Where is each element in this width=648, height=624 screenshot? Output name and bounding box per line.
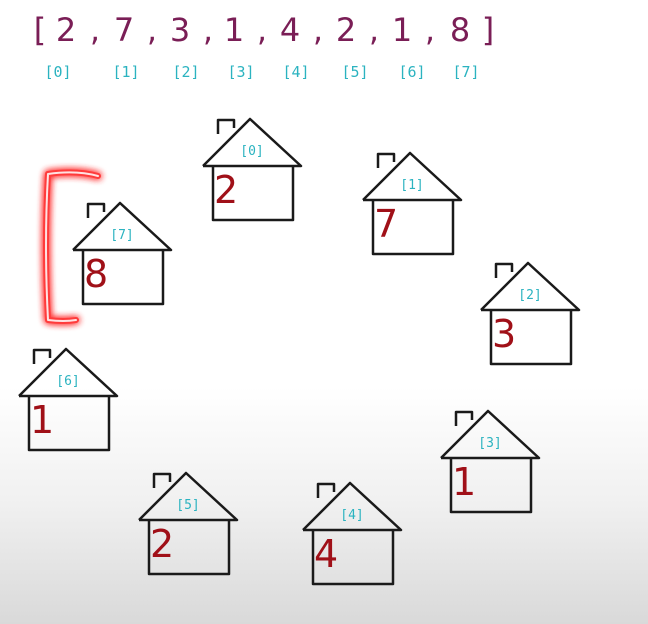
- house-1-index: [1]: [400, 178, 424, 193]
- array-value-7: 8: [449, 11, 471, 49]
- array-index-4: [4]: [282, 63, 310, 81]
- house-2-drawing: [480, 261, 581, 366]
- house-2-index: [2]: [518, 288, 542, 303]
- array-comma-5: ,: [368, 11, 380, 49]
- house-3-index: [3]: [478, 436, 502, 451]
- array-value-2: 3: [169, 11, 191, 49]
- house-1-drawing: [362, 151, 463, 256]
- array-close-bracket: ]: [481, 11, 495, 49]
- house-6-index: [6]: [56, 374, 80, 389]
- array-comma-2: ,: [202, 11, 214, 49]
- highlight-bracket: [43, 169, 101, 324]
- array-display: [ 2 , 7 , 3 , 1 , 4 , 2 , 1 , 8 ] [0] [1…: [0, 0, 648, 81]
- house-4-index: [4]: [340, 508, 364, 523]
- array-value-0: 2: [55, 11, 77, 49]
- house-5-value: 2: [150, 522, 175, 566]
- house-7-value: 8: [84, 252, 109, 296]
- house-3: [3] 1: [438, 408, 542, 516]
- array-value-5: 2: [335, 11, 357, 49]
- array-open-bracket: [: [33, 11, 47, 49]
- house-3-drawing: [440, 409, 541, 514]
- array-comma-6: ,: [424, 11, 436, 49]
- house-4-drawing: [302, 481, 403, 586]
- house-1: [1] 7: [360, 150, 464, 258]
- house-0-index: [0]: [240, 144, 264, 159]
- house-5-drawing: [138, 471, 239, 576]
- array-comma-4: ,: [312, 11, 324, 49]
- house-7-index: [7]: [110, 228, 134, 243]
- array-value-6: 1: [391, 11, 413, 49]
- house-0-value: 2: [214, 168, 239, 212]
- house-7: [7] 8: [70, 200, 174, 308]
- house-2-value: 3: [492, 312, 517, 356]
- house-6-value: 1: [30, 398, 55, 442]
- array-index-5: [5]: [341, 63, 369, 81]
- house-4: [4] 4: [300, 480, 404, 588]
- array-index-7: [7]: [452, 63, 480, 81]
- house-6: [6] 1: [16, 346, 120, 454]
- array-value-4: 4: [279, 11, 301, 49]
- house-6-drawing: [18, 347, 119, 452]
- house-0-drawing: [202, 117, 303, 222]
- array-index-0: [0]: [44, 63, 72, 81]
- house-3-value: 1: [452, 460, 477, 504]
- house-2: [2] 3: [478, 260, 582, 368]
- house-7-drawing: [72, 201, 173, 306]
- array-comma-3: ,: [256, 11, 268, 49]
- array-index-2: [2]: [172, 63, 200, 81]
- array-comma-1: ,: [146, 11, 158, 49]
- house-1-value: 7: [374, 202, 399, 246]
- array-index-6: [6]: [398, 63, 426, 81]
- array-value-1: 7: [113, 11, 135, 49]
- house-5: [5] 2: [136, 470, 240, 578]
- house-5-index: [5]: [176, 498, 200, 513]
- array-comma-0: ,: [89, 11, 101, 49]
- array-index-1: [1]: [112, 63, 140, 81]
- house-0: [0] 2: [200, 116, 304, 224]
- house-4-value: 4: [314, 532, 339, 576]
- array-index-3: [3]: [227, 63, 255, 81]
- array-value-3: 1: [223, 11, 245, 49]
